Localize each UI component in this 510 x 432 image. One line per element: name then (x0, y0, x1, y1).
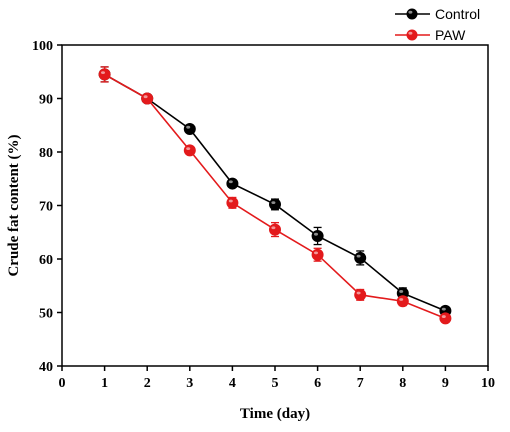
x-tick-label: 2 (144, 376, 151, 391)
series-layer (98, 66, 452, 325)
y-tick-label: 80 (39, 146, 53, 161)
y-axis-ticks: 40 50 60 70 80 90 100 (32, 39, 62, 375)
data-point (269, 223, 281, 236)
data-point-highlight (186, 125, 191, 129)
data-point (98, 68, 111, 81)
y-tick-label: 60 (39, 253, 53, 268)
y-tick-label: 50 (39, 307, 53, 322)
data-point (439, 312, 452, 325)
data-point (183, 122, 196, 135)
x-tick-label: 4 (229, 376, 236, 391)
data-point-highlight (314, 251, 318, 255)
data-point-highlight (271, 226, 276, 230)
x-tick-label: 6 (314, 376, 321, 391)
data-point-highlight (228, 199, 233, 203)
x-tick-label: 0 (59, 376, 66, 391)
data-point-highlight (399, 298, 404, 301)
data-point-highlight (441, 315, 446, 318)
legend-marker-highlight (408, 10, 413, 14)
x-tick-label: 5 (272, 376, 279, 391)
x-tick-label: 9 (442, 376, 449, 391)
x-axis-title: Time (day) (240, 406, 310, 422)
y-tick-label: 100 (32, 39, 53, 54)
y-tick-label: 90 (39, 93, 53, 108)
x-tick-label: 10 (481, 376, 495, 391)
legend-label: PAW (435, 27, 466, 43)
series-paw (98, 66, 452, 325)
data-point-highlight (441, 307, 446, 311)
legend-marker (406, 29, 418, 41)
data-point (141, 92, 154, 105)
legend-label: Control (435, 6, 480, 22)
legend: Control PAW (395, 6, 480, 43)
series-line (104, 73, 446, 320)
legend-marker (406, 8, 418, 20)
y-tick-label: 40 (39, 360, 53, 375)
data-point (311, 229, 324, 242)
data-point (269, 198, 281, 211)
x-tick-label: 7 (357, 376, 364, 391)
data-point (226, 177, 239, 190)
data-point (354, 251, 367, 264)
data-point (354, 288, 367, 301)
data-point-highlight (314, 232, 318, 236)
x-tick-label: 3 (186, 376, 193, 391)
data-point-highlight (356, 254, 361, 258)
data-point (226, 196, 239, 209)
data-point-highlight (101, 71, 105, 75)
x-axis-ticks: 0 1 2 3 4 5 6 7 8 9 10 (59, 366, 495, 391)
data-point (311, 248, 324, 261)
data-point-highlight (399, 290, 404, 293)
y-tick-label: 70 (39, 200, 53, 215)
y-axis-title: Crude fat content (%) (6, 134, 22, 276)
data-point (183, 144, 196, 157)
x-tick-label: 1 (101, 376, 108, 391)
data-point-highlight (228, 180, 233, 184)
data-point-highlight (186, 147, 191, 150)
data-point-highlight (271, 201, 276, 205)
legend-marker-highlight (408, 31, 413, 35)
data-point-highlight (356, 291, 361, 295)
data-point-highlight (143, 95, 148, 99)
data-point (396, 295, 409, 308)
x-tick-label: 8 (399, 376, 406, 391)
